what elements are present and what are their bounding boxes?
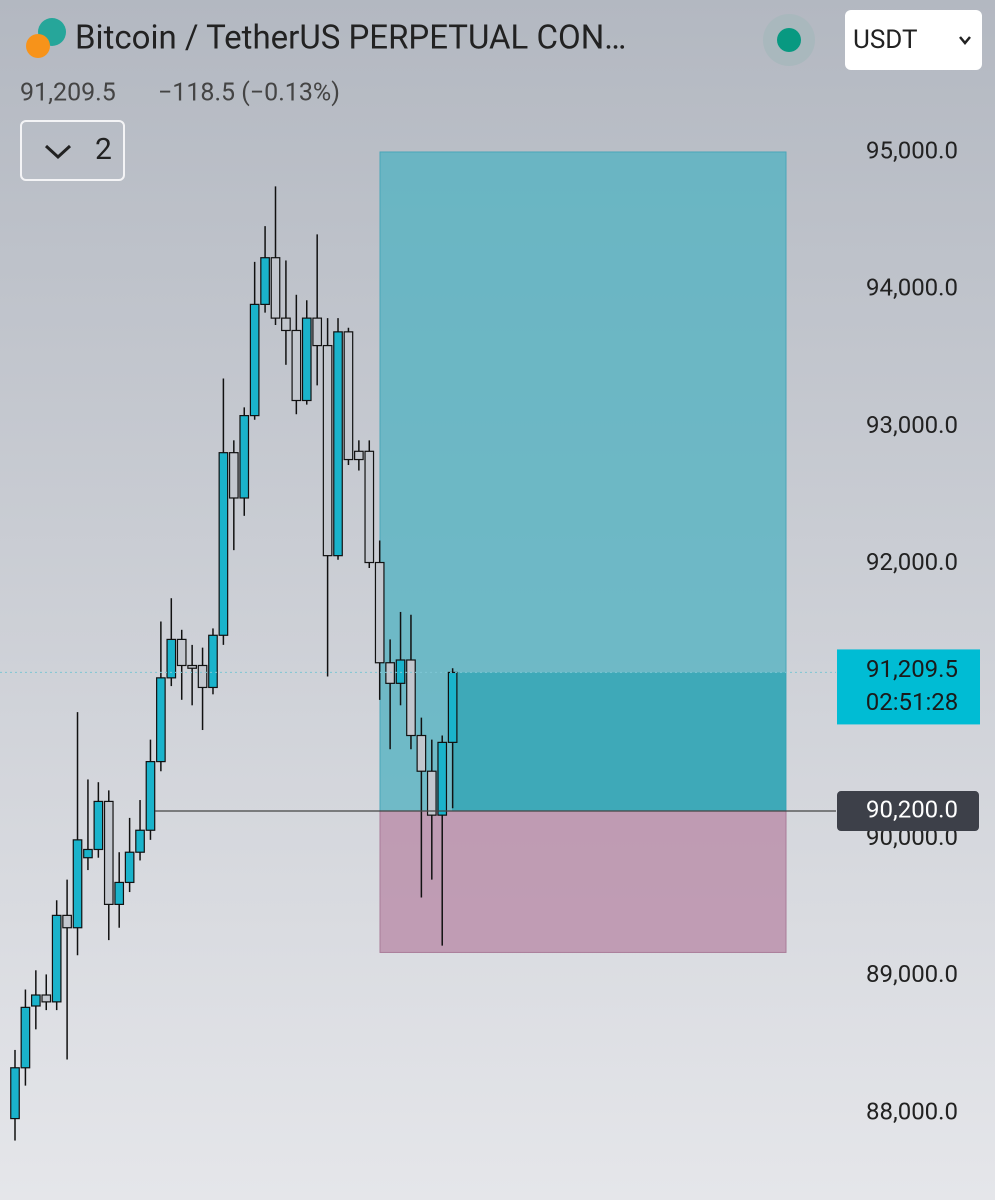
last-price-label: 91,209.5 <box>866 655 958 683</box>
y-tick-label: 95,000.0 <box>866 136 958 164</box>
candle-body <box>374 561 385 664</box>
candle-body <box>291 329 302 402</box>
candle-body <box>301 317 312 402</box>
candle-body <box>176 638 187 667</box>
plot: 88,000.089,000.090,000.091,000.092,000.0… <box>0 136 980 1141</box>
open-profit <box>452 672 786 812</box>
candle-body <box>41 994 52 1003</box>
price: 91,209.5 <box>20 79 116 108</box>
candle-body <box>10 1067 20 1120</box>
select-arrow <box>959 36 971 45</box>
entry-label: 90,200.0 <box>866 795 958 823</box>
candle-body <box>395 659 406 684</box>
candle-body <box>416 734 427 772</box>
candle-body <box>20 1006 31 1069</box>
candle-body <box>437 741 448 816</box>
candle-body <box>187 664 197 669</box>
currency: USDT <box>853 25 918 55</box>
candle-body <box>354 450 364 461</box>
y-tick-label: 88,000.0 <box>866 1097 958 1125</box>
countdown: 02:51:28 <box>866 688 959 716</box>
symbol-title: Bitcoin / TetherUS PERPETUAL CON… <box>75 19 626 58</box>
candle-body <box>385 662 395 684</box>
candle-body <box>103 800 114 905</box>
y-tick-label: 93,000.0 <box>866 411 958 439</box>
candle-body <box>156 677 166 763</box>
indicator-count: 2 <box>95 132 112 167</box>
candle-body <box>270 257 281 319</box>
candle-body <box>124 851 135 884</box>
status-dot <box>777 28 801 52</box>
candle-body <box>406 659 416 737</box>
candle-body <box>197 664 208 689</box>
last-price-box <box>837 649 980 725</box>
candle-body <box>93 800 104 851</box>
candle-body <box>145 761 156 831</box>
y-tick-label: 89,000.0 <box>866 960 958 988</box>
candle-body <box>30 994 41 1007</box>
loss-zone <box>379 810 787 953</box>
candle-body <box>166 638 177 679</box>
candle-body <box>333 331 343 557</box>
bitcoin-icon <box>26 34 50 58</box>
candle-body <box>322 344 333 557</box>
candle-body <box>343 331 354 461</box>
candle-body <box>364 450 375 564</box>
candle-body <box>135 829 145 853</box>
currency-select[interactable] <box>845 10 982 70</box>
candle-body <box>281 317 291 332</box>
candle-body <box>426 770 437 816</box>
chevron <box>44 144 72 160</box>
header: Bitcoin / TetherUS PERPETUAL CON… 91,209… <box>20 10 982 181</box>
entry-box <box>837 791 979 832</box>
y-tick-label: 92,000.0 <box>866 548 958 576</box>
candle-body <box>51 914 62 1003</box>
candle-body <box>312 317 323 347</box>
candle-body <box>249 303 260 417</box>
candle-body <box>260 257 270 305</box>
candle-body <box>218 452 229 636</box>
candle-body <box>228 452 239 499</box>
candle-body <box>239 415 250 499</box>
candle-body <box>447 671 458 743</box>
candle-body <box>83 848 93 859</box>
candle-body <box>72 839 83 929</box>
candle-body <box>62 914 72 929</box>
candle-body <box>208 634 218 689</box>
change: −118.5 (−0.13%) <box>158 79 340 108</box>
candle-body <box>114 881 125 905</box>
y-tick-label: 94,000.0 <box>866 274 958 302</box>
indicator-toggle[interactable] <box>20 120 125 181</box>
